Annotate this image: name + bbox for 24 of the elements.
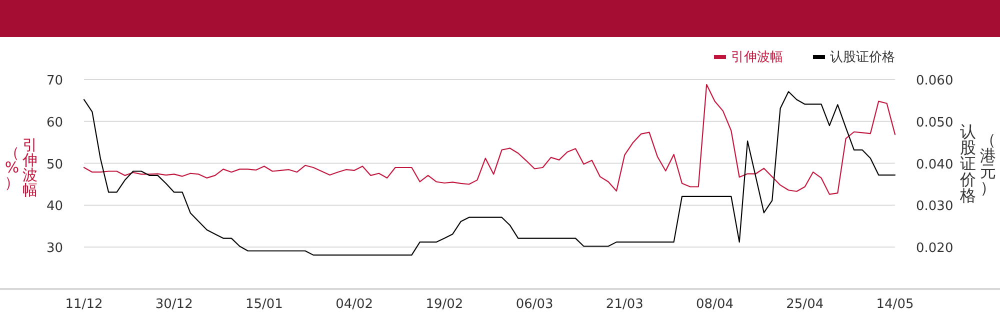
y2-tick-label: 0.050: [916, 115, 954, 130]
x-tick-label: 30/12: [155, 297, 193, 312]
y2-tick-label: 0.020: [916, 241, 954, 256]
x-tick-label: 11/12: [65, 297, 103, 312]
y-tick-label: 30: [46, 241, 63, 256]
x-tick-label: 25/04: [786, 297, 824, 312]
x-tick-label: 21/03: [606, 297, 644, 312]
y2-tick-label: 0.060: [916, 74, 954, 88]
line-series: [83, 84, 896, 195]
x-tick-label: 06/03: [516, 297, 554, 312]
y2-tick-label: 0.040: [916, 157, 954, 172]
x-tick-label: 08/04: [696, 297, 734, 312]
y-tick-label: 40: [46, 199, 63, 214]
x-tick-label: 19/02: [426, 297, 464, 312]
y-tick-label: 50: [46, 157, 63, 172]
y2-tick-label: 0.030: [916, 199, 954, 214]
line-series: [83, 91, 896, 256]
legend-label: 引伸波幅: [731, 50, 783, 65]
legend-label: 认股证价格: [830, 50, 895, 65]
x-tick-label: 04/02: [336, 297, 374, 312]
x-tick-label: 15/01: [245, 297, 283, 312]
x-tick-label: 14/05: [876, 297, 914, 312]
y-tick-label: 70: [46, 74, 63, 88]
y-tick-label: 60: [46, 115, 63, 130]
